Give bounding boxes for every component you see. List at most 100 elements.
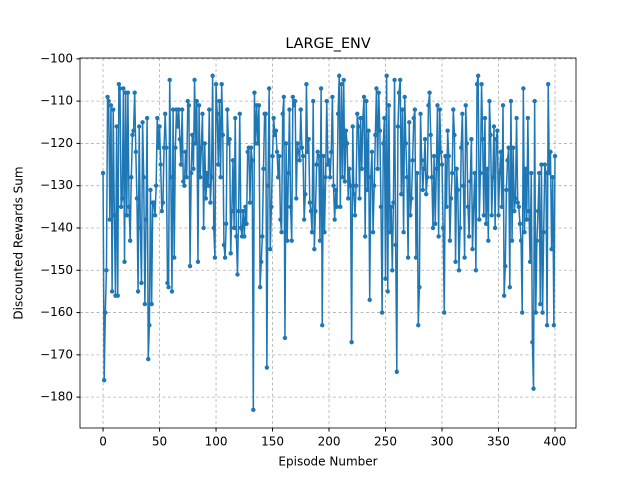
- data-point: [213, 82, 219, 87]
- data-point: [326, 158, 332, 163]
- data-point: [399, 191, 404, 197]
- data-point: [187, 263, 193, 269]
- data-point: [252, 90, 257, 95]
- data-point: [106, 98, 111, 104]
- data-point: [475, 73, 481, 78]
- data-point: [133, 149, 139, 155]
- data-point: [551, 323, 557, 328]
- data-point: [196, 103, 202, 108]
- data-point: [478, 170, 483, 176]
- data-point: [374, 86, 379, 91]
- data-point: [144, 115, 150, 121]
- x-tick-label: 400: [544, 435, 567, 449]
- data-point: [459, 145, 464, 150]
- data-point: [422, 136, 428, 142]
- data-point: [483, 221, 489, 226]
- data-point: [353, 183, 359, 188]
- data-point: [397, 77, 403, 83]
- data-point: [120, 196, 125, 201]
- data-point: [282, 335, 288, 341]
- data-point: [361, 94, 367, 100]
- data-point: [355, 111, 360, 117]
- data-point: [177, 136, 183, 142]
- data-point: [448, 196, 454, 201]
- data-point: [170, 107, 176, 112]
- data-point: [523, 166, 528, 171]
- data-point: [524, 217, 529, 222]
- data-point: [281, 94, 287, 100]
- data-point: [444, 204, 449, 210]
- data-point: [288, 204, 293, 210]
- data-point: [153, 183, 159, 188]
- data-point: [217, 98, 222, 104]
- data-point: [401, 230, 406, 235]
- data-point: [149, 301, 154, 307]
- data-point: [214, 111, 220, 117]
- data-point: [330, 94, 335, 100]
- data-point: [193, 141, 198, 146]
- data-point: [320, 323, 325, 328]
- data-point: [222, 255, 228, 260]
- data-point: [512, 208, 517, 214]
- data-point: [331, 183, 336, 188]
- data-point: [489, 213, 494, 218]
- data-point: [169, 289, 175, 294]
- data-point: [271, 115, 276, 121]
- data-point: [531, 386, 536, 391]
- data-point: [296, 149, 301, 155]
- data-point: [322, 230, 327, 235]
- data-point: [403, 141, 409, 146]
- data-point: [517, 221, 523, 226]
- data-point: [507, 284, 512, 290]
- data-point: [259, 259, 264, 265]
- data-point: [418, 111, 423, 117]
- data-point: [369, 149, 375, 155]
- data-point: [323, 175, 328, 180]
- data-point: [496, 213, 501, 218]
- data-point: [186, 103, 192, 108]
- data-point: [275, 175, 281, 180]
- data-point: [431, 153, 437, 159]
- data-point: [290, 94, 296, 100]
- data-point: [416, 323, 421, 328]
- data-point: [543, 170, 549, 176]
- data-point: [266, 86, 272, 91]
- data-point: [231, 225, 237, 231]
- data-point: [375, 166, 380, 171]
- data-point: [100, 170, 106, 176]
- data-point: [409, 196, 414, 201]
- data-point: [184, 175, 189, 180]
- data-point: [332, 217, 337, 222]
- data-point: [410, 158, 415, 163]
- y-tick-label: −130: [40, 178, 73, 192]
- data-point: [182, 183, 187, 188]
- data-point: [166, 284, 171, 290]
- data-point: [372, 183, 377, 188]
- data-point: [316, 153, 322, 159]
- data-point: [447, 238, 453, 243]
- data-point: [305, 149, 310, 155]
- x-tick-label: 250: [374, 435, 397, 449]
- data-point: [256, 103, 262, 108]
- data-point: [101, 378, 107, 383]
- data-point: [388, 204, 394, 210]
- x-tick-label: 350: [487, 435, 510, 449]
- data-point: [204, 170, 210, 176]
- data-point: [308, 208, 314, 214]
- data-point: [210, 73, 215, 78]
- data-point: [461, 183, 466, 188]
- data-point: [521, 86, 526, 91]
- data-point: [211, 225, 216, 231]
- data-point: [522, 230, 527, 235]
- data-point: [470, 246, 475, 252]
- data-point: [492, 225, 498, 231]
- data-point: [178, 162, 184, 167]
- data-point: [112, 213, 117, 218]
- data-point: [402, 94, 407, 100]
- data-point: [270, 153, 275, 159]
- data-point: [434, 166, 439, 171]
- data-point: [510, 145, 516, 150]
- data-point: [261, 166, 266, 171]
- data-point: [340, 175, 345, 180]
